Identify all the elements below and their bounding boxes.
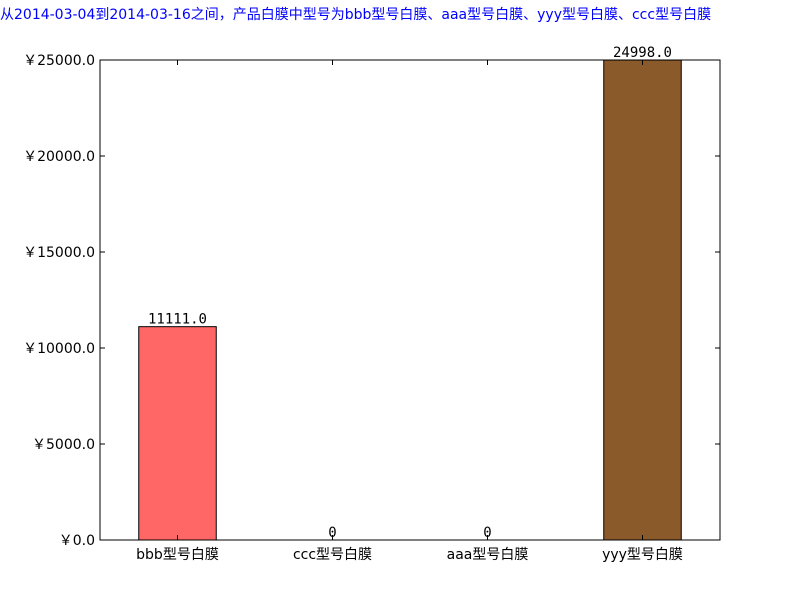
x-tick-label-0: bbb型号白膜 <box>136 547 219 563</box>
bar-value-label-3: 24998.0 <box>613 45 672 61</box>
axes-layer <box>99 59 721 541</box>
bar-3 <box>603 59 682 541</box>
y-tick-label-1: ￥5000.0 <box>32 437 95 453</box>
chart-title: 从2014-03-04到2014-03-16之间，产品白膜中型号为bbb型号白膜… <box>0 7 712 23</box>
bar-value-label-1: 0 <box>328 525 336 541</box>
y-tick-label-0: ￥0.0 <box>59 533 95 549</box>
bar-value-label-0: 11111.0 <box>148 312 207 328</box>
y-tick-label-3: ￥15000.0 <box>23 245 95 261</box>
plot-frame <box>99 59 721 541</box>
x-tick-label-2: aaa型号白膜 <box>447 547 529 563</box>
y-tick-label-5: ￥25000.0 <box>23 53 95 69</box>
bar-value-label-2: 0 <box>483 525 491 541</box>
bars-layer <box>138 59 682 541</box>
labels-layer: 11111.0 bbb型号白膜 0 ccc型号白膜 0 aaa型号白膜 24998.0 yyy… <box>23 45 683 563</box>
x-tick-label-3: yyy型号白膜 <box>602 547 683 563</box>
y-tick-label-2: ￥10000.0 <box>23 341 95 357</box>
x-tick-label-1: ccc型号白膜 <box>293 547 372 563</box>
y-tick-label-4: ￥20000.0 <box>23 149 95 165</box>
bar-0 <box>138 326 217 541</box>
